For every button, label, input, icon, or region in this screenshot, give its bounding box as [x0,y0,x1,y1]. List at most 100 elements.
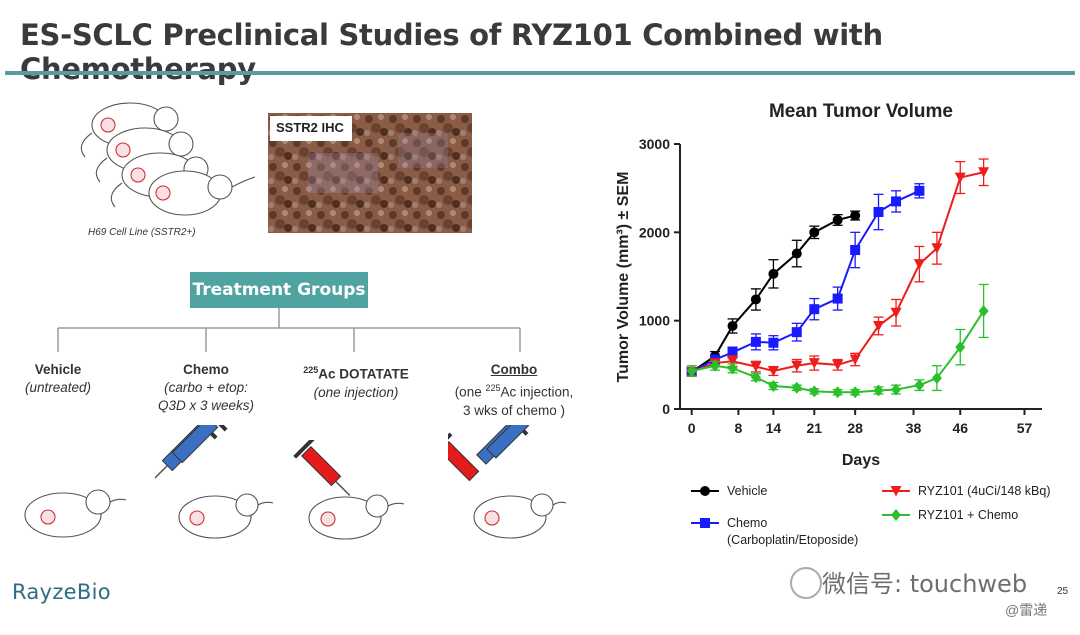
data-point [832,359,844,371]
x-tick-label: 8 [734,420,742,436]
legend-label: RYZ101 (4uCi/148 kBq) [918,484,1050,498]
data-point [850,245,861,255]
x-axis-label: Days [842,452,880,469]
data-point [913,259,925,270]
data-point [750,336,761,347]
mouse-chemo [155,425,274,539]
data-point [727,356,739,367]
chart-title: Mean Tumor Volume [769,101,953,122]
group-chemo: Chemo (carbo + etop: Q3D x 3 weeks) [121,361,291,415]
syringe-icon [476,425,530,465]
group-name: 225Ac DOTATATE [303,365,409,382]
group-vehicle: Vehicle (untreated) [0,361,143,397]
x-tick-label: 28 [847,420,863,436]
x-tick-label: 38 [906,420,922,436]
group-name: Combo [490,362,538,377]
legend-item: Chemo (Carboplatin/Etoposide) [691,516,858,547]
y-axis-label: Tumor Volume (mm³) ± SEM [615,172,632,383]
group-desc: (untreated) [24,380,92,395]
group-desc: (carbo + etop: [164,380,248,395]
data-point [873,320,885,332]
data-point [791,360,803,372]
data-point [727,362,738,375]
data-point [768,380,779,393]
company-logo: RayzeBio [12,580,111,604]
data-point [832,386,843,399]
data-point [768,337,779,348]
legend-label: (Carboplatin/Etoposide) [727,533,858,547]
data-point [978,304,989,317]
group-desc: (one injection) [313,384,399,400]
data-point [809,385,820,398]
data-point [891,196,902,207]
data-point [791,327,802,338]
legend-label: RYZ101 + Chemo [918,508,1018,522]
data-point [890,307,902,319]
mouse-ac-dotatate [293,440,405,540]
y-tick-label: 1000 [639,313,670,329]
syringe-icon [293,440,351,496]
data-point [767,366,779,377]
group-desc: Q3D x 3 weeks) [157,398,255,413]
y-tick-label: 2000 [639,224,670,240]
mice-stack-illustration [80,102,256,216]
mouse-vehicle [24,489,127,538]
mouse-combo [448,425,567,539]
chart-plot-area [686,158,990,399]
legend-marker [700,518,710,528]
series-square [686,183,925,377]
legend-marker [891,509,901,521]
data-point [850,210,861,221]
y-tick-label: 0 [662,401,670,417]
data-point [808,358,820,369]
treatment-tree-lines [57,308,521,352]
data-point [873,207,884,218]
syringe-icon [155,425,228,484]
slide-title: ES-SCLC Preclinical Studies of RYZ101 Co… [20,18,883,86]
legend-item: RYZ101 (4uCi/148 kBq) [882,484,1050,498]
data-point [850,386,861,399]
data-point [791,381,802,394]
title-divider [5,71,1075,75]
data-point [750,371,761,384]
data-point [768,268,779,279]
treatment-groups-header: Treatment Groups [190,272,368,308]
mouse-icon [148,170,256,216]
group-name: Chemo [183,362,229,377]
legend-label: Chemo [727,516,767,530]
tumor-volume-chart: Mean Tumor Volume 0 8 14 21 28 38 46 57 0 1000 200… [615,101,1050,547]
page-number: 25 [1057,586,1069,597]
x-tick-label: 46 [952,420,968,436]
data-point [849,354,861,366]
wechat-icon [790,567,822,599]
legend-marker [700,486,710,496]
series-line [691,189,920,373]
data-point [750,294,761,305]
data-point [914,379,925,392]
data-point [914,185,925,196]
data-point [931,243,943,254]
data-point [809,227,820,238]
x-tick-label: 21 [807,420,823,436]
data-point [873,384,884,397]
group-combo: Combo (one 225Ac injection, 3 wks of che… [429,361,599,420]
group-desc: (one 225Ac injection, [454,383,574,400]
chart-axes: 0 8 14 21 28 38 46 57 0 1000 2000 3000 [639,136,1042,436]
group-desc: 3 wks of chemo ) [462,402,566,418]
x-tick-label: 0 [688,420,696,436]
watermark: 微信号: touchweb [822,570,1028,598]
series-triangle-down [686,158,990,378]
data-point [978,167,990,178]
ihc-label: SSTR2 IHC [270,116,352,141]
data-point [727,320,738,331]
data-point [955,341,966,354]
data-point [891,383,902,396]
cell-line-caption: H69 Cell Line (SSTR2+) [88,227,196,238]
x-tick-label: 14 [766,420,782,436]
data-point [931,372,942,385]
legend-marker [890,486,902,497]
series-diamond [686,283,989,399]
data-point [750,361,762,373]
data-point [832,214,843,225]
y-tick-label: 3000 [639,136,670,152]
